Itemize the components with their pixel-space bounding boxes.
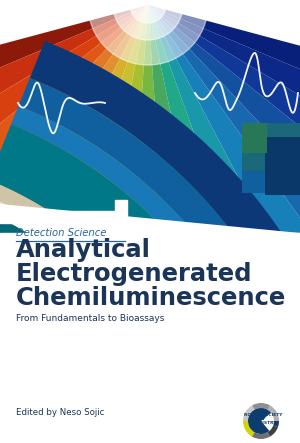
Polygon shape xyxy=(0,208,189,443)
Wedge shape xyxy=(268,405,279,421)
Polygon shape xyxy=(148,5,300,415)
Bar xyxy=(242,171,300,193)
Polygon shape xyxy=(148,5,300,316)
Text: Detection Science: Detection Science xyxy=(16,228,106,238)
Polygon shape xyxy=(0,5,148,443)
Polygon shape xyxy=(148,5,300,443)
Polygon shape xyxy=(148,5,300,443)
Polygon shape xyxy=(0,200,300,443)
Circle shape xyxy=(113,0,183,40)
Text: Edited by Neso Sojic: Edited by Neso Sojic xyxy=(16,408,104,417)
Polygon shape xyxy=(0,5,148,415)
Polygon shape xyxy=(0,124,278,443)
Text: OF: OF xyxy=(260,416,266,420)
Polygon shape xyxy=(0,5,148,443)
Text: CHEMISTRY: CHEMISTRY xyxy=(249,420,277,424)
Wedge shape xyxy=(243,405,254,421)
Bar xyxy=(0,233,300,443)
Text: Analytical: Analytical xyxy=(16,238,151,262)
Bar xyxy=(0,211,120,223)
Text: Chemiluminescence: Chemiluminescence xyxy=(16,286,286,310)
Polygon shape xyxy=(19,78,300,443)
Wedge shape xyxy=(248,408,271,434)
Wedge shape xyxy=(273,421,279,427)
Polygon shape xyxy=(11,106,298,443)
Circle shape xyxy=(88,0,208,65)
Polygon shape xyxy=(0,5,148,443)
Bar xyxy=(265,137,300,195)
Polygon shape xyxy=(0,180,219,443)
Polygon shape xyxy=(0,5,148,316)
Polygon shape xyxy=(93,5,203,443)
Text: ROYAL SOCIETY: ROYAL SOCIETY xyxy=(244,412,282,416)
Wedge shape xyxy=(268,425,278,437)
Polygon shape xyxy=(0,5,148,443)
Wedge shape xyxy=(252,432,270,439)
Text: Electrogenerated: Electrogenerated xyxy=(16,262,253,286)
Polygon shape xyxy=(0,5,148,443)
Polygon shape xyxy=(148,5,300,443)
Wedge shape xyxy=(252,403,270,410)
Bar xyxy=(115,200,127,225)
Bar xyxy=(242,123,267,153)
Polygon shape xyxy=(148,5,300,443)
Polygon shape xyxy=(0,194,204,443)
Circle shape xyxy=(130,0,166,23)
Polygon shape xyxy=(30,41,300,443)
Bar xyxy=(242,123,300,173)
Polygon shape xyxy=(0,5,148,443)
Text: From Fundamentals to Bioassays: From Fundamentals to Bioassays xyxy=(16,314,164,323)
Wedge shape xyxy=(243,421,254,437)
Polygon shape xyxy=(148,5,300,443)
Polygon shape xyxy=(148,5,300,443)
Polygon shape xyxy=(0,5,148,443)
Polygon shape xyxy=(148,5,300,443)
